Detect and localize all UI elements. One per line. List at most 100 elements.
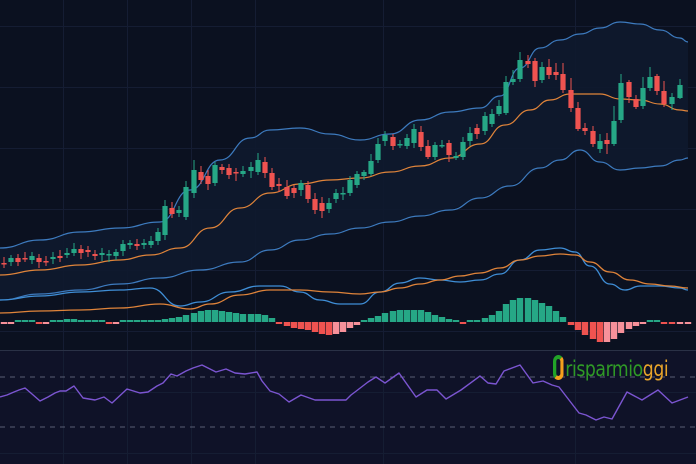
candle	[78, 245, 84, 259]
macd-histogram-bar	[596, 322, 604, 342]
candle	[134, 239, 140, 250]
macd-histogram-bar	[168, 318, 176, 322]
candle	[326, 198, 332, 213]
macd-histogram-bar	[639, 322, 647, 324]
candle	[36, 254, 42, 268]
candle	[510, 70, 516, 85]
macd-histogram-bar	[283, 322, 291, 326]
macd-histogram-bar	[63, 319, 71, 322]
candle	[425, 140, 431, 159]
macd-histogram	[0, 298, 692, 342]
candle	[212, 162, 218, 186]
candle	[354, 171, 360, 188]
bollinger-band-fill	[0, 22, 688, 300]
candle	[148, 236, 154, 248]
candle	[611, 106, 617, 146]
macd-histogram-bar	[14, 320, 22, 322]
macd-histogram-bar	[218, 311, 226, 322]
macd-histogram-bar	[275, 322, 283, 324]
candle	[539, 62, 545, 83]
macd-histogram-bar	[676, 322, 684, 324]
macd-histogram-bar	[589, 322, 597, 339]
candle	[633, 95, 639, 109]
macd-histogram-bar	[91, 320, 99, 322]
logo-text-orange: ggi	[642, 357, 669, 381]
macd-histogram-bar	[197, 311, 205, 322]
candle	[92, 250, 98, 260]
candle	[29, 252, 35, 264]
candle	[15, 254, 21, 266]
candle	[432, 142, 438, 160]
macd-histogram-bar	[70, 319, 78, 322]
macd-histogram-bar	[396, 310, 404, 322]
candle	[8, 255, 14, 266]
macd-histogram-bar	[632, 322, 640, 326]
candle	[191, 160, 197, 198]
candle	[113, 249, 119, 260]
candle	[233, 168, 239, 181]
macd-histogram-bar	[481, 318, 489, 322]
candle	[347, 176, 353, 196]
candle	[269, 168, 275, 190]
candle	[57, 250, 63, 262]
candle	[71, 243, 77, 256]
candlestick-series	[1, 52, 683, 268]
rsi-panel-background	[0, 351, 696, 464]
candle	[390, 134, 396, 150]
macd-histogram-bar	[495, 311, 503, 322]
candle	[568, 78, 574, 112]
macd-histogram-bar	[653, 320, 661, 322]
candle	[298, 180, 304, 196]
macd-histogram-bar	[254, 314, 262, 322]
candle	[276, 178, 282, 192]
candle	[626, 80, 632, 103]
candle	[333, 189, 339, 203]
candle	[618, 74, 624, 123]
macd-histogram-bar	[304, 322, 312, 330]
macd-histogram-bar	[154, 320, 162, 322]
moving-average-line	[0, 93, 689, 276]
candle	[532, 58, 538, 87]
macd-histogram-bar	[625, 322, 633, 329]
macd-histogram-bar	[98, 320, 106, 322]
macd-line	[0, 247, 689, 307]
candle	[106, 250, 112, 262]
macd-signal-line	[0, 253, 689, 314]
macd-histogram-bar	[410, 310, 418, 322]
macd-histogram-bar	[42, 322, 50, 324]
candle	[226, 164, 232, 179]
candle	[22, 252, 28, 262]
candle	[640, 77, 646, 109]
candle	[560, 63, 566, 93]
candle	[453, 152, 459, 160]
macd-histogram-bar	[35, 322, 43, 324]
macd-histogram-bar	[488, 315, 496, 322]
macd-histogram-bar	[311, 322, 319, 332]
candle	[155, 228, 161, 245]
macd-histogram-bar	[660, 322, 668, 324]
candle	[404, 134, 410, 149]
candle	[546, 59, 552, 79]
candle	[99, 248, 105, 261]
macd-histogram-bar	[133, 320, 141, 322]
macd-histogram-bar	[332, 322, 340, 334]
macd-histogram-bar	[318, 322, 326, 334]
rsi-line	[0, 364, 689, 421]
macd-histogram-bar	[105, 322, 113, 324]
macd-histogram-bar	[646, 320, 654, 322]
macd-histogram-bar	[367, 318, 375, 322]
macd-histogram-bar	[175, 317, 183, 322]
candle	[489, 109, 495, 127]
macd-histogram-bar	[239, 314, 247, 322]
macd-histogram-bar	[417, 310, 425, 322]
macd-histogram-bar	[538, 303, 546, 322]
macd-histogram-bar	[424, 312, 432, 322]
macd-histogram-bar	[77, 320, 85, 322]
candle	[411, 124, 417, 148]
macd-histogram-bar	[353, 322, 361, 325]
candle	[141, 239, 147, 249]
macd-histogram-bar	[381, 313, 389, 322]
macd-histogram-bar	[473, 320, 481, 322]
macd-histogram-bar	[617, 322, 625, 333]
